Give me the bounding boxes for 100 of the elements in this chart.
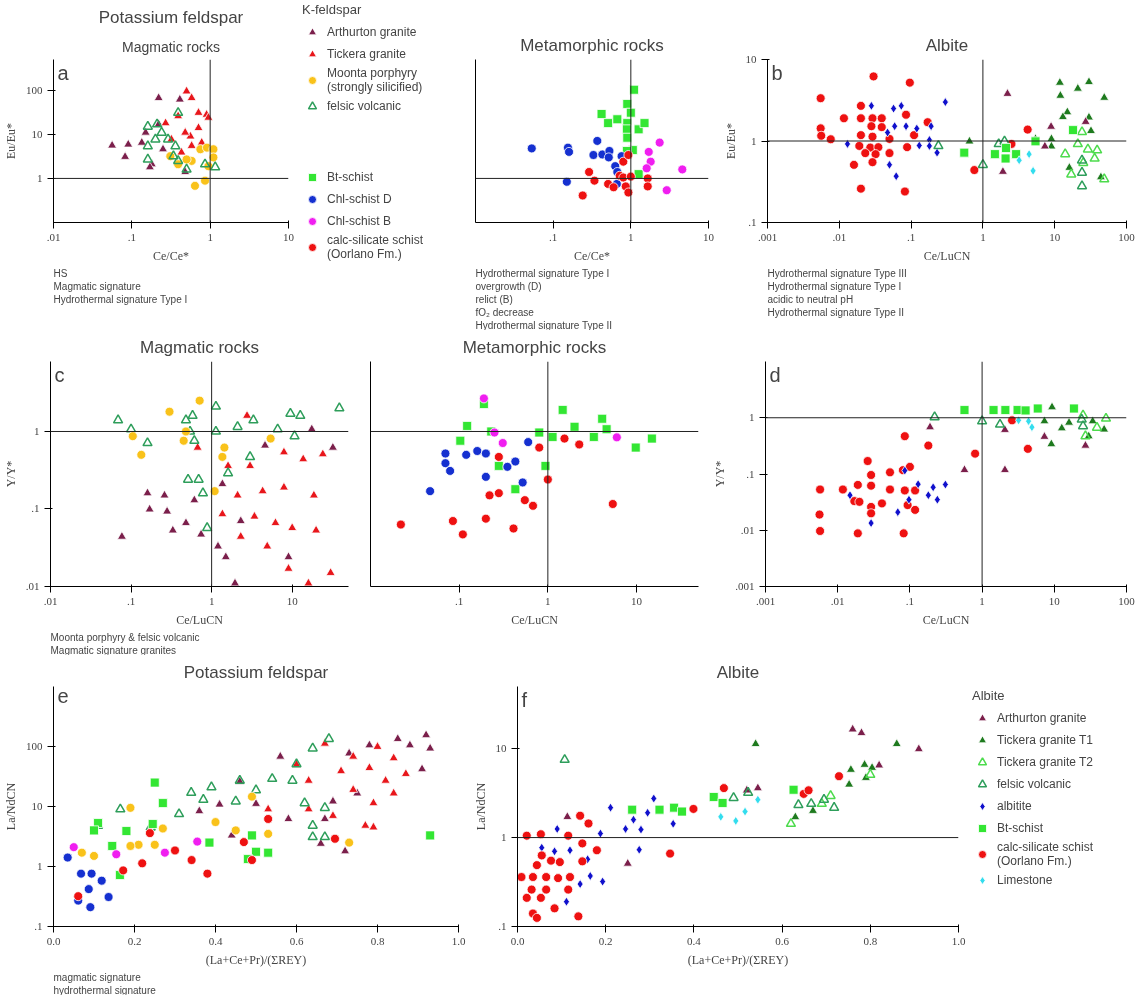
annotation: e (57, 684, 69, 707)
x-tick-label: 100 (1118, 594, 1136, 607)
legend-label: calc-silicate schist (Oorlano Fm.) (997, 840, 1094, 868)
x-tick-label: 0.0 (46, 934, 61, 947)
chart-title: Potassium feldspar (183, 662, 329, 682)
y-tick-label: 10 (495, 742, 507, 755)
y-tick-label: 1 (751, 134, 757, 147)
text: Hydrothermal signature Type I (53, 293, 188, 305)
chart-title: Magmatic rocks (139, 337, 260, 357)
y-tick-label: 100 (26, 83, 43, 96)
x-tick-label: .01 (830, 594, 845, 607)
x-tick-label: 1 (207, 230, 213, 243)
y-axis-title: Eu/Eu* (4, 123, 18, 159)
text: relict (B) (475, 293, 513, 305)
x-tick-label: 0.4 (687, 934, 702, 947)
y-tick-label: 100 (26, 740, 43, 752)
chart-title: Albite (716, 662, 760, 682)
x-tick-label: 1 (979, 594, 985, 607)
annotation: c (54, 363, 65, 386)
y-tick-label: 1 (749, 411, 755, 424)
text: Moonta porphyry & felsic volcanic (50, 631, 200, 643)
x-axis-title: Ce/LuCN (176, 612, 224, 627)
y-tick-label: 1 (34, 424, 40, 437)
y-tick-label: 1 (37, 860, 43, 872)
x-tick-label: .1 (127, 230, 136, 243)
x-axis-title: Ce/LuCN (511, 612, 559, 627)
chart-title: Albite (925, 35, 969, 55)
y-tick-label: .001 (735, 580, 755, 592)
y-tick-label: .01 (25, 580, 40, 592)
text: Hydrothermal signature Type I (767, 280, 902, 292)
x-tick-label: 0.6 (289, 934, 304, 947)
x-tick-label: .001 (757, 230, 778, 243)
legend-label: Tickera granite (327, 47, 406, 61)
legend-label: Tickera granite T1 (997, 733, 1094, 747)
text: overgrowth (D) (475, 280, 542, 292)
text: fO₂ decrease (475, 306, 535, 318)
x-tick-label: 1 (980, 230, 986, 243)
x-tick-label: .1 (126, 594, 136, 607)
chart-title: Metamorphic rocks (520, 35, 664, 55)
legend-label: Arthurton granite (327, 25, 417, 39)
legend-label: Bt-schist (997, 821, 1044, 835)
y-tick-label: .1 (34, 920, 43, 932)
x-axis-title: (La+Ce+Pr)/(ΣREY) (687, 952, 789, 967)
y-axis-title: Y/Y* (3, 460, 18, 488)
legend-label: felsic volcanic (997, 777, 1072, 791)
legend-label: Bt-schist (327, 170, 374, 184)
x-tick-label: .1 (549, 230, 558, 243)
text: Hydrothermal signature Type II (767, 306, 905, 318)
legend-label: Tickera granite T2 (997, 755, 1094, 769)
x-tick-label: 1 (545, 594, 551, 607)
x-tick-label: 1.0 (451, 934, 466, 947)
text: Magmatic signature granites (50, 644, 177, 656)
y-tick-label: 10 (745, 53, 757, 65)
x-tick-label: 1 (628, 230, 634, 243)
y-tick-label: .1 (31, 502, 40, 515)
x-tick-label: 0.2 (127, 934, 142, 947)
x-tick-label: 0.4 (208, 934, 223, 947)
y-tick-label: .1 (748, 216, 757, 228)
x-tick-label: 1.0 (951, 934, 966, 947)
annotation: d (769, 363, 781, 386)
legend-label: felsic volcanic (327, 99, 402, 113)
y-tick-label: 1 (501, 831, 507, 844)
legend-label: Chl-schist D (327, 192, 392, 206)
x-tick-label: .1 (905, 594, 915, 607)
legend-label: Moonta porphyry (strongly silicified) (327, 66, 423, 94)
x-tick-label: 0.8 (863, 934, 878, 947)
legend-label: Arthurton granite (997, 711, 1087, 725)
y-tick-label: 1 (37, 171, 43, 184)
x-axis-title: Ce/Ce* (574, 248, 610, 263)
legend-title: K-feldspar (302, 2, 363, 17)
x-tick-label: 10 (286, 594, 299, 607)
chart-title: Metamorphic rocks (462, 337, 607, 357)
x-tick-label: .01 (46, 230, 61, 243)
x-tick-label: 10 (1048, 594, 1061, 607)
x-axis-title: Ce/LuCN (923, 248, 971, 263)
y-axis-title: Y/Y* (713, 460, 728, 488)
text: Magmatic signature (53, 280, 142, 292)
legend-label: Chl-schist B (327, 214, 392, 228)
y-tick-label: 10 (31, 127, 43, 140)
legend-title: Albite (972, 688, 1006, 703)
text: Hydrothermal signature Type II (475, 319, 613, 331)
x-tick-label: .01 (832, 230, 847, 243)
x-tick-label: 1 (208, 594, 215, 607)
y-axis-title: Eu/Eu* (723, 123, 738, 159)
text: hydrothermal signature (53, 984, 157, 995)
x-tick-label: .1 (906, 230, 916, 243)
y-axis-title: La/NdCN (4, 782, 18, 831)
x-tick-label: 0.6 (775, 934, 790, 947)
text: magmatic signature (53, 971, 142, 983)
x-tick-label: 10 (631, 594, 643, 607)
y-tick-label: .1 (746, 467, 755, 480)
x-axis-title: Ce/LuCN (922, 612, 970, 627)
chart-title: Potassium feldspar (98, 7, 244, 27)
x-axis-title: Ce/Ce* (153, 248, 189, 263)
x-tick-label: 10 (1049, 230, 1061, 243)
text: Hydrothermal signature Type I (475, 267, 610, 279)
text: HS (53, 267, 68, 279)
y-tick-label: 10 (31, 800, 43, 812)
text: Hydrothermal signature Type III (767, 267, 907, 279)
x-tick-label: 0.0 (510, 934, 525, 947)
